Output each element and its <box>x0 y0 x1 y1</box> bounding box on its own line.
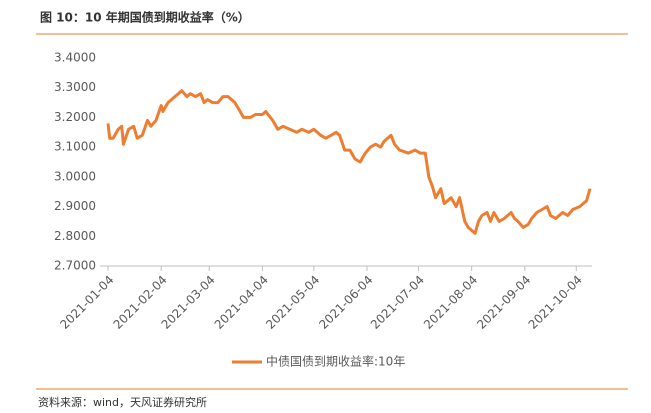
legend-label: 中债国债到期收益率:10年 <box>266 354 405 369</box>
x-tick-label: 2021-05-04 <box>263 273 322 332</box>
x-tick-label: 2021-07-04 <box>368 273 427 332</box>
x-tick-label: 2021-09-04 <box>474 273 533 332</box>
chart-title: 图 10：10 年期国债到期收益率（%） <box>40 10 250 25</box>
x-tick-label: 2021-08-04 <box>421 273 480 332</box>
y-tick-label: 2.8000 <box>54 229 96 243</box>
x-tick-label: 2021-04-04 <box>212 273 271 332</box>
y-tick-label: 3.0000 <box>54 169 96 183</box>
y-tick-label: 2.7000 <box>54 259 96 273</box>
x-tick-label: 2021-06-04 <box>316 273 375 332</box>
y-tick-label: 2.9000 <box>54 199 96 213</box>
x-tick-label: 2021-10-04 <box>526 273 585 332</box>
line-series <box>106 89 592 235</box>
y-tick-label: 3.1000 <box>54 140 96 154</box>
y-tick-label: 3.4000 <box>54 51 96 65</box>
source-note: 资料来源：wind，天风证券研究所 <box>38 395 207 409</box>
y-tick-label: 3.3000 <box>54 80 96 94</box>
y-tick-label: 3.2000 <box>54 110 96 124</box>
x-tick-label: 2021-01-04 <box>57 273 116 332</box>
